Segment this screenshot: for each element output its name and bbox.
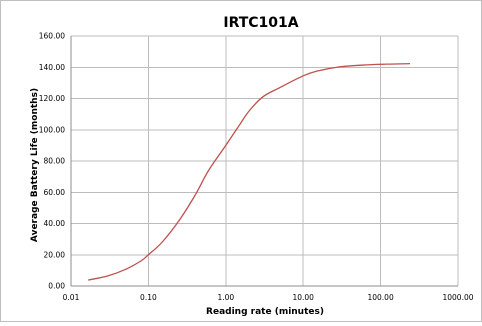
y-tick-label: 160.00 xyxy=(39,32,65,41)
y-axis-title: Average Battery Life (months) xyxy=(30,88,40,242)
series-lines xyxy=(88,63,411,281)
y-tick-label: 80.00 xyxy=(44,157,66,166)
battery-life-chart: IRTC101A 0.00 20.00 40.00 60.00 80.00 100.00 1… xyxy=(30,15,474,317)
axes xyxy=(70,36,458,287)
chart-title: IRTC101A xyxy=(223,15,298,31)
x-tick-label: 10.00 xyxy=(292,293,314,302)
y-tick-label: 20.00 xyxy=(44,250,66,259)
y-tick-label: 40.00 xyxy=(44,219,66,228)
x-tick-label: 0.10 xyxy=(140,293,157,302)
grid-lines xyxy=(70,35,459,287)
tick-labels: 0.00 20.00 40.00 60.00 80.00 100.00 120.00 140.… xyxy=(39,32,474,303)
y-tick-label: 140.00 xyxy=(39,63,65,72)
y-tick-label: 120.00 xyxy=(39,94,65,103)
x-tick-label: 0.01 xyxy=(63,293,80,302)
y-tick-label: 0.00 xyxy=(48,282,65,291)
x-tick-label: 1.00 xyxy=(217,293,234,302)
x-axis-title: Reading rate (minutes) xyxy=(206,307,324,317)
y-tick-label: 100.00 xyxy=(39,125,65,134)
x-tick-label: 100.00 xyxy=(367,293,393,302)
y-tick-label: 60.00 xyxy=(44,188,66,197)
series-line xyxy=(88,63,411,281)
x-tick-label: 1000.00 xyxy=(442,293,473,302)
